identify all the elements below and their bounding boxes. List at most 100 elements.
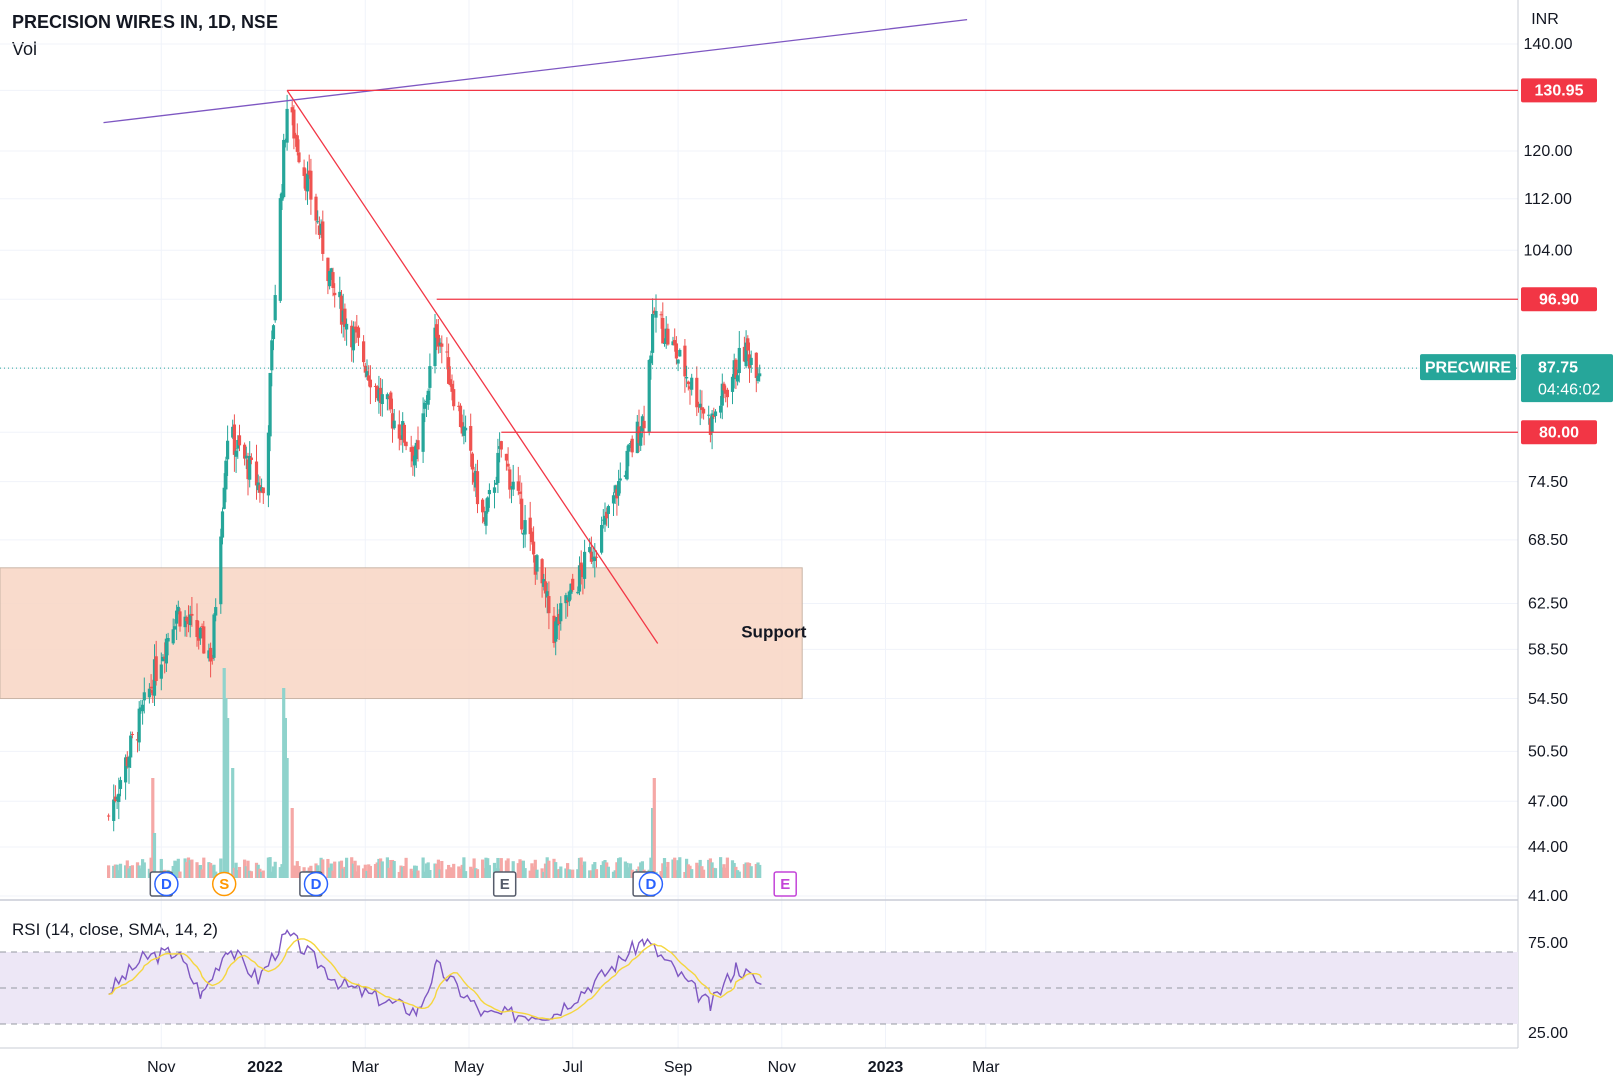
candle-body <box>698 403 702 408</box>
volume-bar <box>261 870 265 878</box>
candle-body <box>154 656 158 681</box>
last-price-badge <box>1521 354 1613 403</box>
volume-bar <box>639 862 643 878</box>
price-tick-label: 68.50 <box>1528 532 1568 549</box>
candle-body <box>470 453 474 470</box>
price-tick-label: 41.00 <box>1528 888 1568 905</box>
volume-bar <box>421 857 425 878</box>
volume-bar <box>613 870 617 878</box>
candle-body <box>498 446 502 449</box>
volume-bar <box>292 865 296 878</box>
candle-body <box>464 427 468 431</box>
candle-body <box>458 405 463 427</box>
candle-body <box>118 780 123 789</box>
volume-bar <box>260 871 264 878</box>
volume-bar <box>151 778 155 878</box>
candle-body <box>756 375 760 382</box>
candle-body <box>338 291 342 298</box>
volume-bar <box>112 865 116 878</box>
candle-body <box>404 441 408 447</box>
volume-bar <box>484 857 488 878</box>
candle-body <box>409 447 413 452</box>
candle-body <box>351 327 355 351</box>
candle-body <box>345 323 349 330</box>
symbol-badge-label: PRECWIRE <box>1425 359 1512 376</box>
volume-bar <box>197 865 201 878</box>
support-zone <box>0 567 803 700</box>
candle-body <box>341 310 345 322</box>
candle-body <box>481 499 485 513</box>
volume-bar <box>707 859 711 878</box>
volume-bar <box>567 869 571 878</box>
candle-body <box>710 413 714 432</box>
volume-bar <box>185 862 189 878</box>
candle-body <box>171 629 175 644</box>
volume-bar <box>736 870 740 878</box>
candle-body <box>581 568 585 578</box>
volume-bar <box>200 869 204 878</box>
candle-body <box>635 421 639 454</box>
candle-body <box>294 134 298 139</box>
candle-body <box>115 797 119 800</box>
volume-bar <box>368 865 372 878</box>
volume-bar <box>404 857 408 878</box>
candle-body <box>297 152 301 163</box>
candle-body <box>413 455 417 466</box>
candle-body <box>295 135 299 152</box>
candle-body <box>401 421 405 440</box>
candle-body <box>285 108 289 143</box>
volume-bar <box>464 871 468 878</box>
candle-body <box>356 327 361 338</box>
price-tick-label: 140.00 <box>1524 36 1573 53</box>
candle-body <box>579 562 583 570</box>
volume-bar <box>243 859 247 878</box>
candle-body <box>567 591 571 602</box>
candle-body <box>448 379 452 386</box>
candle-body <box>688 386 692 389</box>
candle-body <box>316 221 320 223</box>
volume-bar <box>345 857 349 878</box>
volume-bar <box>107 865 111 878</box>
volume-bar <box>713 868 718 878</box>
price-tick-label: 54.50 <box>1528 691 1568 708</box>
candle-body <box>368 379 372 388</box>
volume-bar <box>589 870 593 878</box>
candle-body <box>702 408 706 414</box>
candle-body <box>593 556 597 562</box>
candle-body <box>389 392 393 410</box>
volume-bar <box>236 870 240 878</box>
volume-bar <box>737 871 741 878</box>
candle-body <box>309 170 313 200</box>
candle-body <box>411 446 415 462</box>
candle-body <box>436 334 440 347</box>
volume-bar <box>231 768 235 878</box>
volume-bar <box>690 869 694 878</box>
candle-body <box>273 295 277 321</box>
candle-body <box>117 793 121 803</box>
volume-bar <box>470 868 474 878</box>
volume-bar <box>475 869 480 878</box>
volume-bar <box>744 862 748 878</box>
volume-bar <box>617 858 621 878</box>
volume-bar <box>676 860 680 878</box>
volume-bar <box>472 858 476 878</box>
candle-body <box>175 610 179 624</box>
volume-bar <box>183 858 187 878</box>
candle-body <box>523 520 527 535</box>
volume-bar <box>137 865 141 878</box>
time-tick-label: May <box>454 1059 484 1076</box>
chart-title: PRECISION WIRES IN, 1D, NSE <box>12 12 279 32</box>
volume-bar <box>734 866 738 878</box>
candle-body <box>696 404 701 407</box>
volume-bar <box>683 871 687 878</box>
volume-bar <box>428 869 432 878</box>
support-zone-label: Support <box>741 623 806 642</box>
volume-bar <box>389 860 393 878</box>
time-tick-label: 2023 <box>868 1059 904 1076</box>
volume-bar <box>113 864 117 878</box>
candle-body <box>435 324 439 338</box>
volume-bar <box>127 868 131 878</box>
volume-bar <box>583 861 587 878</box>
volume-bar <box>397 871 401 878</box>
